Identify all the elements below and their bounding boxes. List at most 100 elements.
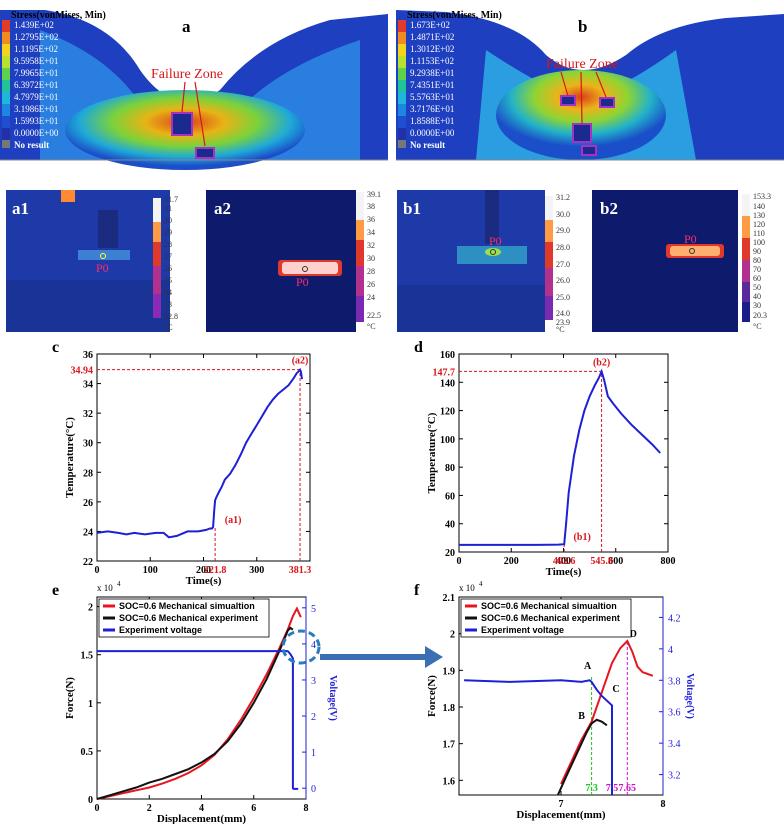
y-tick-label: 22 xyxy=(83,557,93,568)
p0-marker xyxy=(689,248,695,254)
panel-label-b: b xyxy=(578,17,587,36)
x-tick-label: 6 xyxy=(251,803,256,814)
legend-value: 7.4351E+01 xyxy=(410,80,454,90)
y2-tick-label: 3 xyxy=(311,676,316,687)
scale-tick: 29 xyxy=(164,228,172,237)
x-tick-label: 8 xyxy=(661,799,666,810)
ref-y-label: 34.94 xyxy=(71,366,94,377)
legend-title-b: Stress(vonMises, Min) xyxy=(407,10,502,21)
x-tick-label: 200 xyxy=(504,556,519,567)
legend-entry: SOC=0.6 Mechanical simualtion xyxy=(119,601,255,611)
panel-label-e: e xyxy=(52,582,59,599)
scale-tick: 110 xyxy=(753,229,765,238)
scale-tick: 90 xyxy=(753,247,761,256)
scale-tick: 153.3 xyxy=(753,192,771,201)
series-line-0 xyxy=(96,367,303,539)
scale-tick: 24 xyxy=(164,288,172,297)
p0-marker xyxy=(100,253,106,259)
y-axis-label: Temperature(°C) xyxy=(64,417,76,498)
p0-marker xyxy=(490,249,496,255)
x-tick-label: 0 xyxy=(95,803,100,814)
y-tick-label: 80 xyxy=(445,463,455,474)
series-line-0 xyxy=(459,368,661,546)
scale-tick: 39.1 xyxy=(367,190,381,199)
legend-value: 9.5958E+01 xyxy=(14,56,58,66)
panel-label-a2: a2 xyxy=(214,199,231,218)
legend-values-a: 1.439E+02 1.2795E+02 1.1195E+02 9.5958E+… xyxy=(14,20,59,150)
scale-tick: 130 xyxy=(753,211,765,220)
legend-value: 0.0000E+00 xyxy=(14,128,59,138)
fe-panel-a: Stress(vonMises, Min) 1.439E+02 1.2795E+… xyxy=(0,0,388,188)
y-tick-label: 60 xyxy=(445,491,455,502)
scale-tick: 70 xyxy=(753,265,761,274)
arrow-head xyxy=(425,646,443,668)
panel-label-d: d xyxy=(414,339,423,356)
scale-tick: 30 xyxy=(164,216,172,225)
scale-tick: 30 xyxy=(753,301,761,310)
scale-tick: 38 xyxy=(367,202,375,211)
x-axis-label: Time(s) xyxy=(186,575,222,587)
legend-value: 0.0000E+00 xyxy=(410,128,455,138)
fe-panel-b: Stress(vonMises, Min) 1.673E+02 1.4871E+… xyxy=(396,0,784,188)
legend-value: 3.7176E+01 xyxy=(410,104,454,114)
x-axis-label: Displacement(mm) xyxy=(157,813,247,824)
p0-label: P0 xyxy=(96,261,109,275)
panel-label-a: a xyxy=(182,17,191,36)
scale-tick: 24 xyxy=(367,293,375,302)
p0-label: P0 xyxy=(684,232,697,246)
legend-title-a: Stress(vonMises, Min) xyxy=(11,10,106,21)
legend-values-b: 1.673E+02 1.4871E+02 1.3012E+02 1.1153E+… xyxy=(410,20,455,150)
y-tick-label: 2 xyxy=(450,630,455,641)
stress-legend-b xyxy=(398,20,406,148)
legend-entry: SOC=0.6 Mechanical experiment xyxy=(119,613,258,623)
y-tick-label: 100 xyxy=(440,435,455,446)
stress-legend-a xyxy=(2,20,10,148)
scale-tick: 40 xyxy=(753,292,761,301)
scale-tick: 140 xyxy=(753,202,765,211)
legend-value: 9.2938E+01 xyxy=(410,68,454,78)
y2-tick-label: 2 xyxy=(311,712,316,723)
panel-label-b2: b2 xyxy=(600,199,618,218)
axis-multiplier: x 10 xyxy=(97,583,113,593)
legend-value: 3.1986E+01 xyxy=(14,104,58,114)
scale-unit: °C xyxy=(164,323,173,332)
scale-tick: 27 xyxy=(164,252,172,261)
y2-tick-label: 1 xyxy=(311,748,316,759)
x-tick-label: 100 xyxy=(143,565,158,576)
scale-unit: °C xyxy=(753,322,762,331)
y2-tick-label: 4 xyxy=(668,645,673,656)
legend-value: 1.1195E+02 xyxy=(14,44,58,54)
scale-tick: 22.5 xyxy=(367,311,381,320)
chart-f: 7 8 1.6 1.7 1.8 1.9 2 2.1 3.2 3.4 3.6 3.8 4 4.2 Voltag… xyxy=(414,580,695,821)
legend-entry: Experiment voltage xyxy=(119,625,202,635)
scale-tick: 30.0 xyxy=(556,210,570,219)
y-tick-label: 28 xyxy=(83,468,93,479)
stress-hotspot xyxy=(496,70,666,160)
y-tick-label: 34 xyxy=(83,380,93,391)
ref-x-label: 381.3 xyxy=(289,565,312,576)
y-tick-label: 32 xyxy=(83,409,93,420)
legend-value: 4.7979E+01 xyxy=(14,92,58,102)
scale-tick: 60 xyxy=(753,274,761,283)
scale-tick: 31.2 xyxy=(556,193,570,202)
scale-tick: 20.3 xyxy=(753,311,767,320)
thermal-scale-a1: 31.7 31 30 29 28 27 26 25 24 23 22.8 °C xyxy=(164,195,178,332)
y-tick-label: 20 xyxy=(445,548,455,559)
scale-tick: 32 xyxy=(367,241,375,250)
y2-tick-label: 3.6 xyxy=(668,708,681,719)
y-axis-label: Temperature(°C) xyxy=(426,412,438,493)
point-label: D xyxy=(630,629,637,640)
point-annotation: (b1) xyxy=(574,532,591,543)
y-tick-label: 1 xyxy=(88,699,93,710)
thermal-a1: P0 a1 31.7 31 30 29 28 27 26 25 24 23 22… xyxy=(6,190,178,332)
y-tick-label: 1.6 xyxy=(443,776,456,787)
legend-box xyxy=(460,598,632,638)
thermal-scale-a2: 39.1 38 36 34 32 30 28 26 24 22.5 °C xyxy=(367,190,381,331)
point-label: B xyxy=(578,711,585,722)
scale-tick: 28.0 xyxy=(556,243,570,252)
ref-y-label: 147.7 xyxy=(433,367,456,378)
x-tick-label: 7 xyxy=(559,799,564,810)
x-tick-label: 400 xyxy=(556,556,571,567)
point-annotation: (a2) xyxy=(292,356,309,367)
